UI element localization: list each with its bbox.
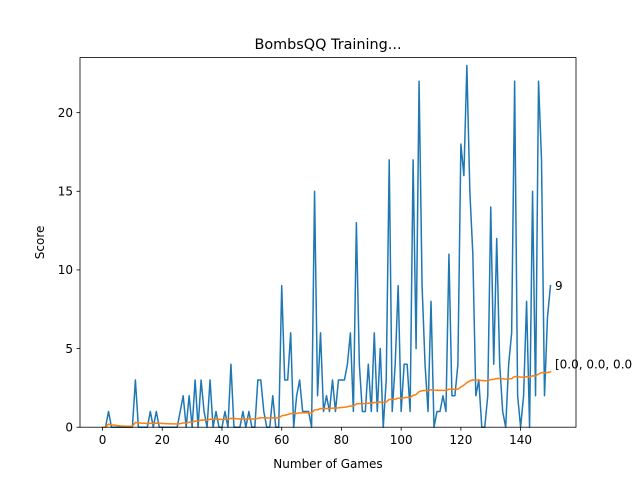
x-tick-label: 60	[274, 433, 289, 447]
y-tick-label: 15	[58, 185, 73, 199]
x-tick-label: 0	[99, 433, 107, 447]
x-axis: 0 20 40 60 80 100 120 140	[99, 427, 532, 447]
y-tick-label: 20	[58, 106, 73, 120]
y-tick-label: 5	[65, 342, 73, 356]
x-tick-label: 20	[155, 433, 170, 447]
x-tick-label: 40	[214, 433, 229, 447]
annotation-1: 9	[555, 279, 563, 293]
x-tick-label: 100	[390, 433, 413, 447]
x-tick-label: 80	[334, 433, 349, 447]
x-tick-label: 140	[509, 433, 532, 447]
series-line-2	[101, 370, 552, 428]
y-tick-label: 0	[65, 421, 73, 435]
x-axis-label: Number of Games	[273, 457, 382, 471]
y-tick-label: 10	[58, 263, 73, 277]
y-axis-label: Score	[33, 226, 47, 260]
y-axis: 0 5 10 15 20	[58, 106, 80, 435]
x-tick-label: 120	[449, 433, 472, 447]
chart-title: BombsQQ Training...	[254, 37, 401, 53]
annotation-layer: 9 [0.0, 0.0, 0.0	[555, 279, 632, 372]
annotation-2: [0.0, 0.0, 0.0	[555, 358, 632, 372]
axes-frame	[79, 57, 577, 428]
